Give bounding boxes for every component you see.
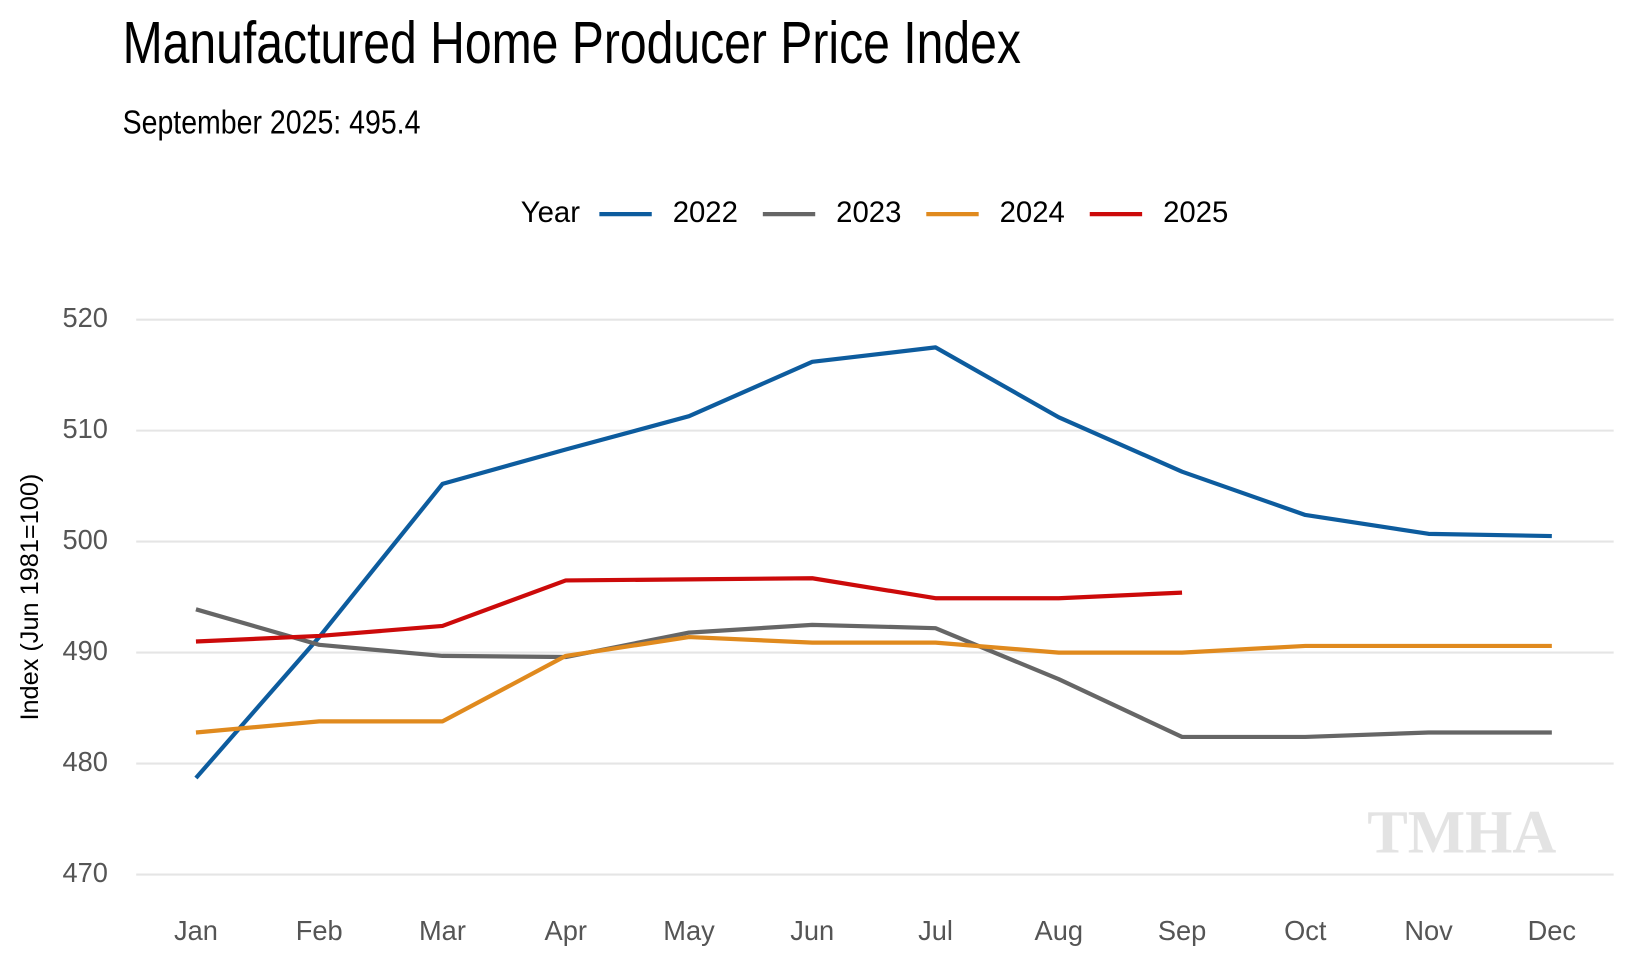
y-axis-label: Index (Jun 1981=100) <box>16 474 44 721</box>
x-tick-label: Feb <box>296 915 343 946</box>
x-tick-label: Jan <box>174 915 218 946</box>
x-tick-label: Nov <box>1404 915 1453 946</box>
x-tick-label: Sep <box>1158 915 1206 946</box>
chart-subtitle: September 2025: 495.4 <box>123 103 421 141</box>
series-line <box>195 634 1552 735</box>
legend-label: 2022 <box>673 196 738 229</box>
series-line <box>194 345 1552 780</box>
x-tick-label: Oct <box>1284 915 1327 946</box>
series-line <box>195 576 1183 644</box>
legend-label: 2024 <box>1000 196 1065 229</box>
x-tick-label: Jul <box>918 915 953 946</box>
x-tick-label: Dec <box>1528 915 1576 946</box>
chart-title: Manufactured Home Producer Price Index <box>123 10 1021 76</box>
legend: Year 2022 2023 2024 2025 <box>521 196 1229 229</box>
legend-label: 2025 <box>1163 196 1228 229</box>
legend-title: Year <box>521 196 580 229</box>
y-tick-label: 510 <box>62 413 107 444</box>
x-tick-label: Aug <box>1035 915 1083 946</box>
x-tick-label: Mar <box>419 915 466 946</box>
x-tick-label: Apr <box>545 915 587 946</box>
series-line <box>195 607 1552 740</box>
y-tick-label: 520 <box>62 302 107 333</box>
y-tick-label: 500 <box>62 524 107 555</box>
x-tick-label: Jun <box>790 915 834 946</box>
watermark: TMHA <box>1367 800 1556 867</box>
x-tick-label: May <box>663 915 715 946</box>
legend-label: 2023 <box>836 196 901 229</box>
y-tick-label: 490 <box>62 635 107 666</box>
y-tick-label: 470 <box>62 857 107 888</box>
y-tick-label: 480 <box>62 746 107 777</box>
